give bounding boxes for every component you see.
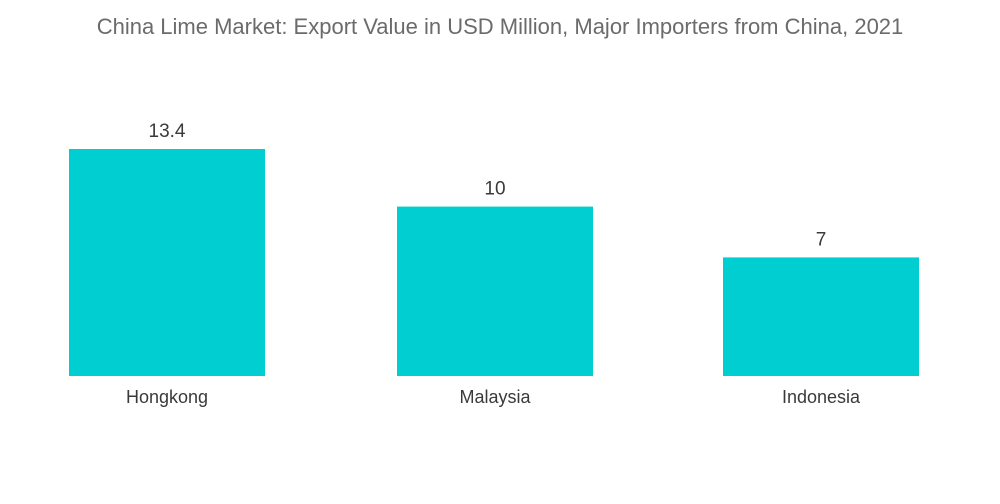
category-labels-group: Hongkong Malaysia Indonesia (126, 387, 861, 407)
value-labels-group: 13.4 10 7 (149, 121, 827, 250)
category-label-hongkong: Hongkong (126, 387, 208, 407)
bar-malaysia (397, 206, 593, 376)
value-label-malaysia: 10 (484, 179, 505, 200)
value-label-hongkong: 13.4 (149, 121, 186, 142)
category-label-indonesia: Indonesia (782, 387, 861, 407)
bar-hongkong (69, 149, 265, 376)
value-label-indonesia: 7 (816, 229, 827, 250)
bars-group (69, 149, 919, 376)
bar-indonesia (723, 257, 919, 376)
category-label-malaysia: Malaysia (459, 387, 531, 407)
chart-title: China Lime Market: Export Value in USD M… (96, 14, 904, 39)
